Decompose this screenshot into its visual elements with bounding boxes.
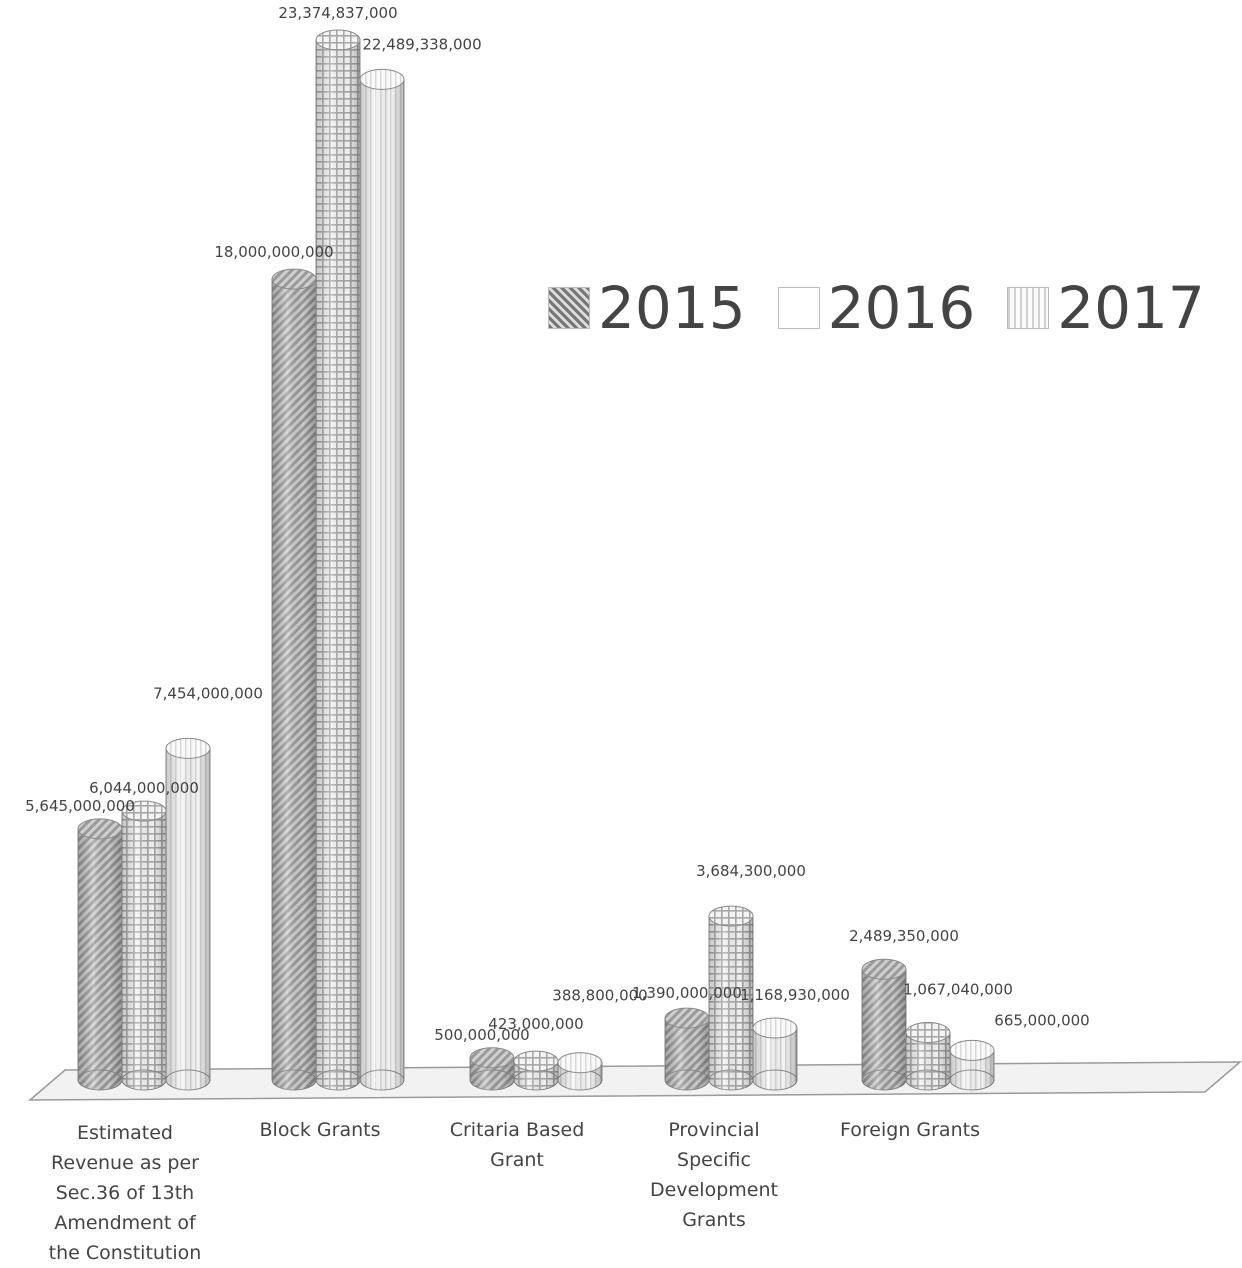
value-labels-group: 5,645,000,000 18,000,000,000 500,000,000 1,… [25, 4, 1090, 1044]
value-label-2016-3: 3,684,300,000 [696, 862, 806, 880]
bar-2016-1 [315, 29, 361, 1091]
bar-2017-0 [165, 737, 211, 1091]
value-label-2016-0: 6,044,000,000 [89, 779, 199, 797]
bar-2016-4 [905, 1022, 951, 1091]
legend-swatch-2015 [548, 287, 590, 329]
bar-2015-4 [861, 958, 907, 1091]
bars-group [77, 29, 995, 1091]
category-label-0: Estimated Revenue as per Sec.36 of 13th Ame… [25, 1118, 225, 1268]
legend-swatch-2016 [777, 287, 820, 329]
category-label-line: Sec.36 of 13th [55, 1182, 195, 1204]
value-label-2016-1: 23,374,837,000 [278, 4, 397, 22]
bar-2016-2 [513, 1050, 559, 1091]
legend-item-2015: 2015 [548, 278, 746, 338]
category-label-line: Revenue as per [51, 1152, 199, 1174]
value-label-2016-2: 423,000,000 [488, 1015, 583, 1033]
category-label-1: Block Grants [220, 1115, 420, 1145]
value-label-2017-3: 1,168,930,000 [740, 986, 850, 1004]
bar-2017-3 [752, 1017, 798, 1091]
value-label-2017-1: 22,489,338,000 [362, 35, 481, 53]
value-label-2017-0: 7,454,000,000 [153, 684, 263, 702]
category-label-line: Critaria Based [449, 1119, 585, 1141]
category-label-line: Grant [490, 1149, 544, 1171]
category-label-line: Foreign Grants [840, 1119, 980, 1141]
bar-2016-0 [121, 800, 167, 1091]
value-label-2015-2: 500,000,000 [434, 1026, 529, 1044]
value-label-2015-0: 5,645,000,000 [25, 797, 135, 815]
value-label-2015-3: 1,390,000,000 [632, 984, 742, 1002]
bar-2015-1 [271, 268, 317, 1091]
bar-2015-0 [77, 818, 123, 1091]
bar-2017-4 [949, 1039, 995, 1091]
value-label-2016-4: 1,067,040,000 [903, 981, 1013, 999]
value-label-2015-1: 18,000,000,000 [214, 243, 333, 261]
value-label-2015-4: 2,489,350,000 [849, 927, 959, 945]
category-label-2: Critaria Based Grant [417, 1115, 617, 1175]
bar-2015-3 [664, 1007, 710, 1091]
category-label-line: Development [650, 1179, 778, 1201]
legend-swatch-2017 [1007, 287, 1050, 329]
value-label-2017-4: 665,000,000 [994, 1011, 1089, 1029]
legend-item-2016: 2016 [777, 274, 976, 342]
value-label-2017-2: 388,800,000 [552, 987, 647, 1005]
legend-item-2017: 2017 [1007, 278, 1205, 338]
legend-label-2017: 2017 [1057, 274, 1205, 342]
category-label-line: Grants [682, 1209, 746, 1231]
category-label-line: the Constitution [48, 1242, 202, 1264]
category-label-line: Specific [677, 1149, 751, 1171]
bar-2015-2 [469, 1047, 515, 1091]
category-label-3: Provincial Specific Development Grants [614, 1115, 814, 1235]
category-label-line: Provincial [668, 1119, 760, 1141]
legend-label-2016: 2016 [827, 274, 976, 342]
bar-2017-2 [557, 1052, 603, 1091]
legend-label-2015: 2015 [598, 274, 746, 342]
category-label-line: Amendment of [54, 1212, 196, 1234]
chart-floor [27, 1061, 1242, 1101]
legend: 2015 2016 2017 [548, 278, 1227, 338]
category-label-line: Block Grants [259, 1119, 381, 1141]
bar-2016-3 [708, 905, 754, 1091]
category-label-line: Estimated [77, 1122, 173, 1144]
category-label-4: Foreign Grants [810, 1115, 1010, 1145]
bar-2017-1 [359, 68, 405, 1091]
